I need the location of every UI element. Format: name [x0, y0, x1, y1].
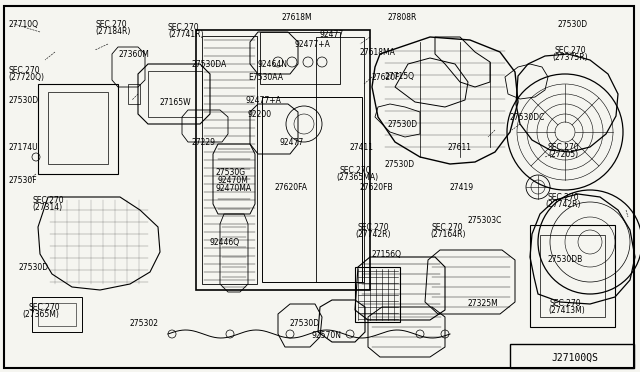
Text: (27720Q): (27720Q) — [8, 73, 44, 81]
Text: 92200: 92200 — [248, 109, 272, 119]
Text: SEC.270: SEC.270 — [555, 45, 587, 55]
Text: (27375R): (27375R) — [552, 52, 588, 61]
Bar — [128, 84, 140, 104]
Text: 27530D: 27530D — [8, 96, 38, 105]
Text: 92477: 92477 — [320, 29, 344, 38]
Text: 92446Q: 92446Q — [210, 237, 240, 247]
Text: 27710Q: 27710Q — [8, 19, 38, 29]
Text: SEC.270: SEC.270 — [432, 222, 463, 231]
Bar — [196, 30, 370, 290]
Bar — [260, 32, 340, 84]
Text: 27156Q: 27156Q — [372, 250, 402, 259]
Text: 27530D: 27530D — [290, 320, 320, 328]
Text: 27618MA: 27618MA — [360, 48, 396, 57]
Text: 92470MA: 92470MA — [215, 183, 251, 192]
Text: SEC.270: SEC.270 — [548, 192, 580, 202]
Text: (27742R): (27742R) — [355, 230, 390, 238]
Text: 27530D: 27530D — [18, 263, 48, 272]
Text: (27413M): (27413M) — [548, 307, 585, 315]
Text: (27164R): (27164R) — [430, 230, 465, 238]
Text: 92477+A: 92477+A — [295, 39, 331, 48]
Text: 27530F: 27530F — [8, 176, 36, 185]
Bar — [32, 297, 82, 332]
Text: (27184R): (27184R) — [95, 26, 131, 35]
Text: SEC.270: SEC.270 — [168, 22, 200, 32]
Bar — [48, 92, 108, 164]
Text: 27229: 27229 — [192, 138, 216, 147]
Text: SEC.270: SEC.270 — [548, 142, 580, 151]
Text: 27165W: 27165W — [160, 97, 191, 106]
Text: 27618M: 27618M — [282, 13, 312, 22]
Text: SEC.270: SEC.270 — [28, 302, 60, 311]
Text: (27365M): (27365M) — [22, 310, 59, 318]
Text: SEC.270: SEC.270 — [32, 196, 63, 205]
Bar — [540, 235, 605, 317]
Text: 27530DA: 27530DA — [192, 60, 227, 68]
Text: 27360M: 27360M — [118, 49, 149, 58]
Text: 27530D: 27530D — [388, 119, 418, 128]
Text: 27530G: 27530G — [215, 167, 245, 176]
Text: J27100QS: J27100QS — [552, 353, 598, 363]
Text: 27611: 27611 — [448, 142, 472, 151]
Text: (27742R): (27742R) — [545, 199, 580, 208]
Text: SEC.270: SEC.270 — [340, 166, 372, 174]
Text: E7530AA: E7530AA — [248, 73, 283, 81]
Bar — [148, 71, 202, 117]
Text: 27620F: 27620F — [372, 73, 401, 81]
Text: 92570N: 92570N — [312, 331, 342, 340]
Bar — [38, 303, 76, 326]
Text: 27325M: 27325M — [468, 299, 499, 308]
Text: (27741R): (27741R) — [168, 29, 204, 38]
Text: 92464N: 92464N — [258, 60, 288, 68]
Text: 27530DB: 27530DB — [548, 256, 583, 264]
Text: 27620FB: 27620FB — [360, 183, 394, 192]
Text: 27530D: 27530D — [385, 160, 415, 169]
Bar — [316, 37, 364, 282]
Text: SEC.270: SEC.270 — [8, 65, 40, 74]
Text: 27808R: 27808R — [388, 13, 417, 22]
Text: (27205): (27205) — [548, 150, 578, 158]
Text: 92470M: 92470M — [218, 176, 249, 185]
Text: 92477: 92477 — [280, 138, 304, 147]
Text: 27411: 27411 — [350, 142, 374, 151]
Text: SEC.270: SEC.270 — [358, 222, 390, 231]
Bar — [38, 84, 118, 174]
Text: SEC.270: SEC.270 — [550, 299, 582, 308]
Text: 27530DC: 27530DC — [510, 112, 545, 122]
Text: 27530D: 27530D — [558, 19, 588, 29]
Bar — [262, 97, 362, 282]
Text: 275303C: 275303C — [468, 215, 502, 224]
Text: 27715Q: 27715Q — [385, 71, 415, 80]
Text: 27620FA: 27620FA — [275, 183, 308, 192]
Text: (27365MA): (27365MA) — [336, 173, 378, 182]
Bar — [530, 225, 615, 327]
Text: 275302: 275302 — [130, 320, 159, 328]
Bar — [202, 36, 257, 284]
Text: 27174U: 27174U — [8, 142, 38, 151]
Text: 92477+A: 92477+A — [245, 96, 281, 105]
Text: SEC.270: SEC.270 — [95, 19, 127, 29]
Bar — [355, 267, 400, 322]
Text: (27314): (27314) — [32, 202, 62, 212]
Text: 27419: 27419 — [450, 183, 474, 192]
